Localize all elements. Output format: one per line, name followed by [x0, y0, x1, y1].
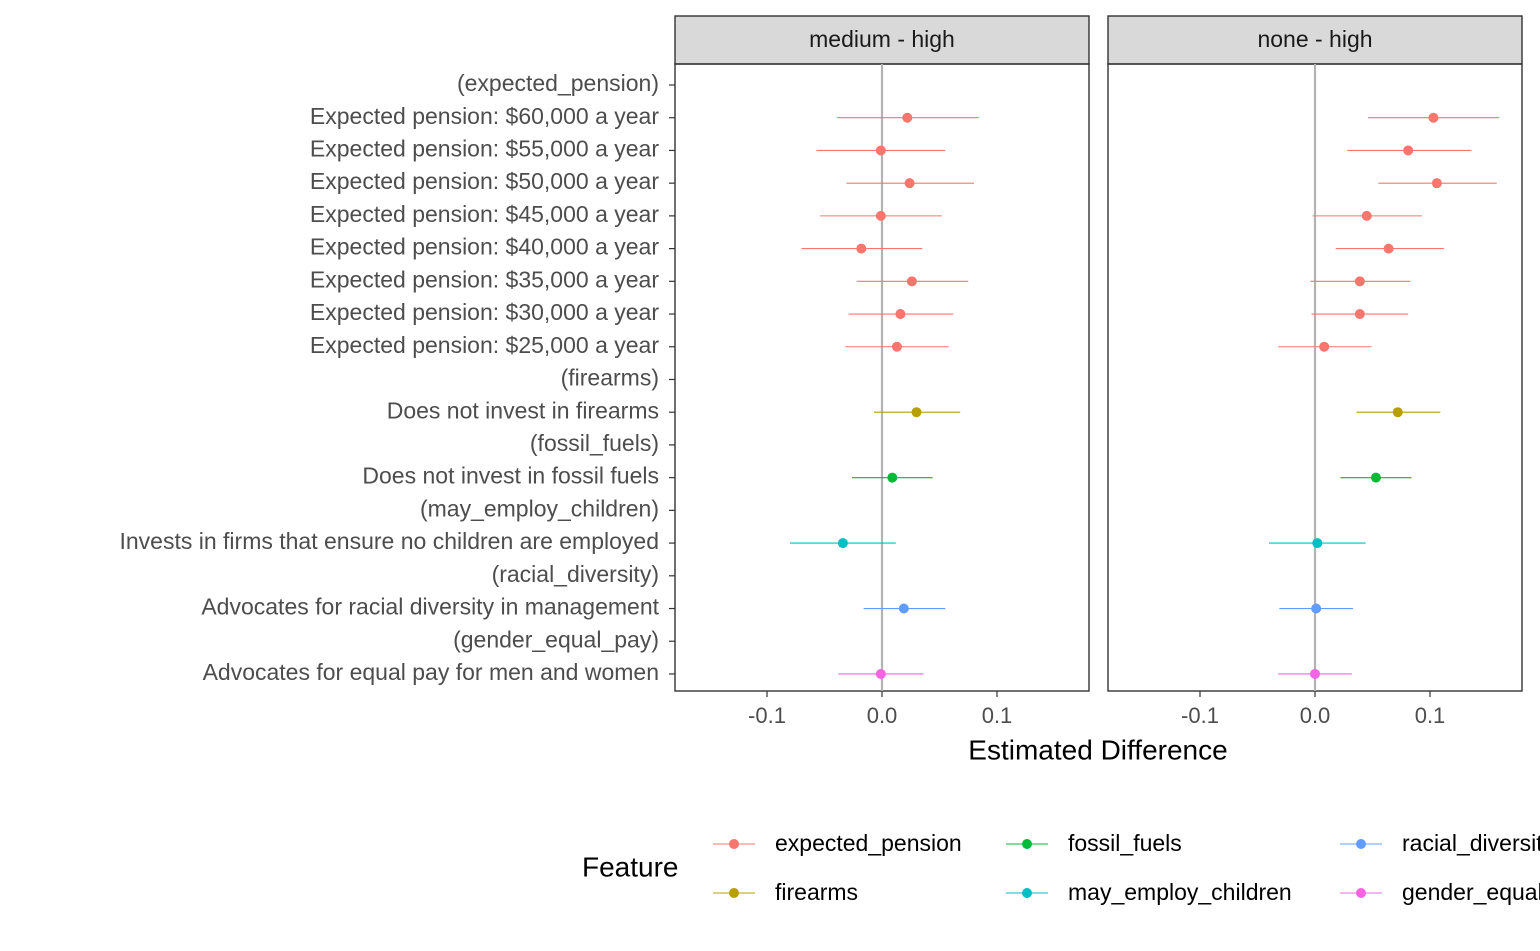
- point-estimate: [911, 407, 922, 418]
- point-estimate: [1383, 243, 1394, 254]
- legend-label: fossil_fuels: [1068, 830, 1182, 856]
- y-tick-label: (may_employ_children): [420, 495, 659, 521]
- y-tick-label: (fossil_fuels): [530, 430, 659, 456]
- y-tick-label: Advocates for racial diversity in manage…: [201, 594, 659, 620]
- point-estimate: [1319, 341, 1330, 352]
- point-estimate: [856, 243, 867, 254]
- legend-key-point: [1022, 888, 1032, 898]
- point-estimate: [1431, 178, 1442, 189]
- y-tick-label: Expected pension: $55,000 a year: [310, 136, 659, 162]
- legend-label: gender_equal_pay: [1402, 879, 1540, 905]
- point-estimate: [875, 145, 886, 156]
- point-estimate: [895, 309, 906, 320]
- x-tick-label: 0.0: [867, 703, 898, 728]
- legend-title: Feature: [582, 851, 679, 882]
- point-estimate: [837, 538, 848, 549]
- point-estimate: [1370, 472, 1381, 483]
- point-estimate: [1403, 145, 1414, 156]
- point-estimate: [891, 341, 902, 352]
- point-estimate: [1312, 538, 1323, 549]
- y-tick-label: Expected pension: $45,000 a year: [310, 201, 659, 227]
- point-estimate: [906, 276, 917, 287]
- point-estimate: [902, 112, 913, 123]
- point-estimate: [1361, 210, 1372, 221]
- y-tick-label: (gender_equal_pay): [453, 626, 659, 652]
- x-tick-label: 0.1: [982, 703, 1013, 728]
- y-tick-label: Expected pension: $50,000 a year: [310, 168, 659, 194]
- legend-label: expected_pension: [775, 830, 962, 856]
- y-tick-label: Expected pension: $35,000 a year: [310, 266, 659, 292]
- point-estimate: [898, 603, 909, 614]
- x-tick-label: 0.0: [1300, 703, 1331, 728]
- legend-key-point: [1022, 839, 1032, 849]
- x-tick-label: -0.1: [748, 703, 786, 728]
- y-tick-label: Invests in firms that ensure no children…: [120, 528, 660, 554]
- y-tick-label: (firearms): [561, 365, 659, 391]
- y-tick-label: Expected pension: $60,000 a year: [310, 103, 659, 129]
- point-estimate: [887, 472, 898, 483]
- point-estimate: [1354, 276, 1365, 287]
- facet-strip: [674, 15, 1090, 65]
- x-tick-label: 0.1: [1415, 703, 1446, 728]
- x-axis-title: Estimated Difference: [968, 734, 1227, 765]
- point-estimate: [904, 178, 915, 189]
- y-tick-label: Expected pension: $30,000 a year: [310, 299, 659, 325]
- legend-label: may_employ_children: [1068, 879, 1292, 905]
- legend-key-point: [729, 839, 739, 849]
- y-tick-label: (expected_pension): [457, 70, 659, 96]
- point-estimate: [1428, 112, 1439, 123]
- legend-key-point: [1356, 839, 1366, 849]
- legend-key-point: [729, 888, 739, 898]
- point-estimate: [1354, 309, 1365, 320]
- facet-label: medium - high: [809, 26, 955, 52]
- y-tick-label: Advocates for equal pay for men and wome…: [203, 659, 659, 685]
- y-tick-label: Expected pension: $40,000 a year: [310, 234, 659, 260]
- y-tick-label: Expected pension: $25,000 a year: [310, 332, 659, 358]
- point-estimate: [1392, 407, 1403, 418]
- point-estimate: [1311, 603, 1322, 614]
- y-tick-label: Does not invest in fossil fuels: [362, 463, 659, 489]
- point-estimate: [875, 668, 886, 679]
- facet-label: none - high: [1257, 26, 1372, 52]
- y-tick-label: (racial_diversity): [492, 561, 659, 587]
- legend-key-point: [1356, 888, 1366, 898]
- point-estimate: [1310, 668, 1320, 679]
- legend-label: firearms: [775, 879, 858, 905]
- x-tick-label: -0.1: [1181, 703, 1219, 728]
- y-tick-label: Does not invest in firearms: [387, 397, 659, 423]
- point-estimate: [875, 210, 886, 221]
- legend-label: racial_diversity: [1402, 830, 1540, 856]
